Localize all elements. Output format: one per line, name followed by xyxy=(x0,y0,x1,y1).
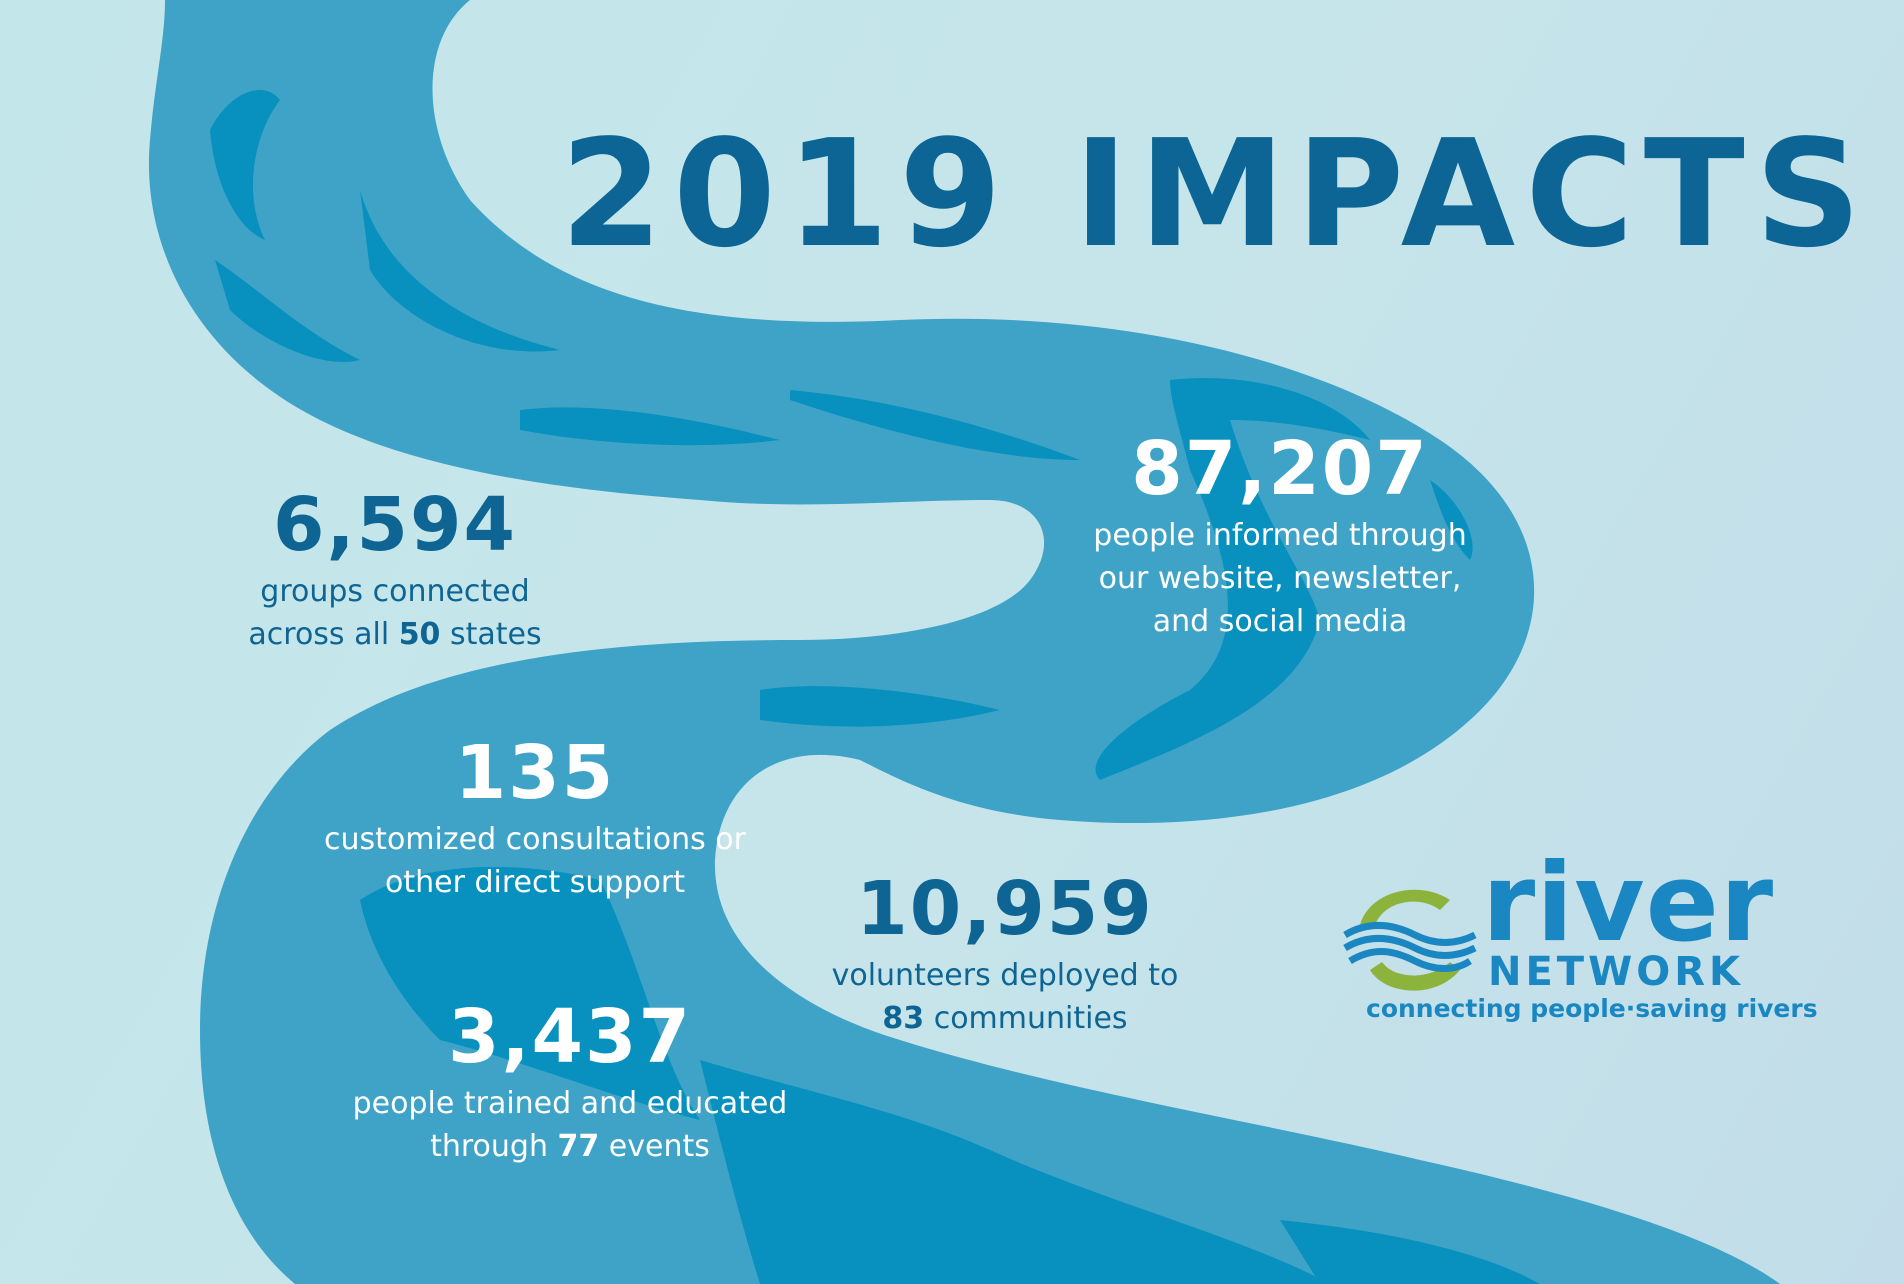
logo-tagline: connecting people·saving rivers xyxy=(1366,994,1818,1023)
stat-people-trained: 3,437 people trained and educated throug… xyxy=(330,1000,810,1168)
stat-value: 135 xyxy=(454,730,616,816)
stat-highlight: 77 xyxy=(557,1129,600,1164)
stat-line: across all 50 states xyxy=(210,613,580,656)
stat-consultations: 135 customized consultations or other di… xyxy=(300,736,770,904)
stat-text: across all xyxy=(248,617,399,652)
stat-line: through 77 events xyxy=(330,1125,810,1168)
river-inner-streak xyxy=(1280,1220,1540,1284)
stat-description: groups connected across all 50 states xyxy=(210,570,580,656)
stat-value: 3,437 xyxy=(447,994,693,1080)
stat-text: events xyxy=(599,1129,710,1164)
stat-value: 6,594 xyxy=(272,482,518,568)
river-network-logo: river NETWORK connecting people·saving r… xyxy=(1340,841,1818,1030)
stat-text: communities xyxy=(924,1001,1128,1036)
river-inner-streak xyxy=(360,190,560,352)
stat-line: our website, newsletter, xyxy=(1098,561,1462,596)
stat-description: people informed through our website, new… xyxy=(1060,514,1500,643)
river-inner-streak xyxy=(520,407,780,446)
stat-line: other direct support xyxy=(385,865,685,900)
stat-line: people trained and educated xyxy=(352,1086,788,1121)
logo-wordmark: river xyxy=(1482,841,1775,966)
stat-volunteers-deployed: 10,959 volunteers deployed to 83 communi… xyxy=(800,872,1210,1040)
river-waves-circle-icon xyxy=(1343,889,1477,991)
stat-people-informed: 87,207 people informed through our websi… xyxy=(1060,432,1500,643)
stat-line: customized consultations or xyxy=(324,822,746,857)
river-inner-streak xyxy=(760,686,1000,727)
stat-description: customized consultations or other direct… xyxy=(300,818,770,904)
stat-value: 87,207 xyxy=(1131,426,1429,512)
river-inner-streak xyxy=(210,90,280,240)
stat-highlight: 50 xyxy=(398,617,441,652)
page-title: 2019 IMPACTS xyxy=(560,108,1872,280)
river-inner-streak xyxy=(360,866,700,1120)
stat-text: states xyxy=(440,617,542,652)
river-inner-streak xyxy=(1095,378,1370,780)
stat-text: through xyxy=(430,1129,558,1164)
river-inner-streak xyxy=(1430,480,1473,560)
stat-line: volunteers deployed to xyxy=(831,958,1179,993)
stat-value: 10,959 xyxy=(856,866,1154,952)
stat-highlight: 83 xyxy=(882,1001,925,1036)
stat-line: people informed through xyxy=(1093,518,1467,553)
river-inner-streak xyxy=(790,390,1080,460)
stat-description: volunteers deployed to 83 communities xyxy=(800,954,1210,1040)
river-inner-streak xyxy=(215,260,360,362)
logo-subtitle: NETWORK xyxy=(1488,949,1745,995)
stat-line: 83 communities xyxy=(800,997,1210,1040)
stat-groups-connected: 6,594 groups connected across all 50 sta… xyxy=(210,488,580,656)
stat-description: people trained and educated through 77 e… xyxy=(330,1082,810,1168)
river-inner-streak xyxy=(700,1060,1330,1284)
stat-line: groups connected xyxy=(260,574,530,609)
stat-line: and social media xyxy=(1152,604,1408,639)
